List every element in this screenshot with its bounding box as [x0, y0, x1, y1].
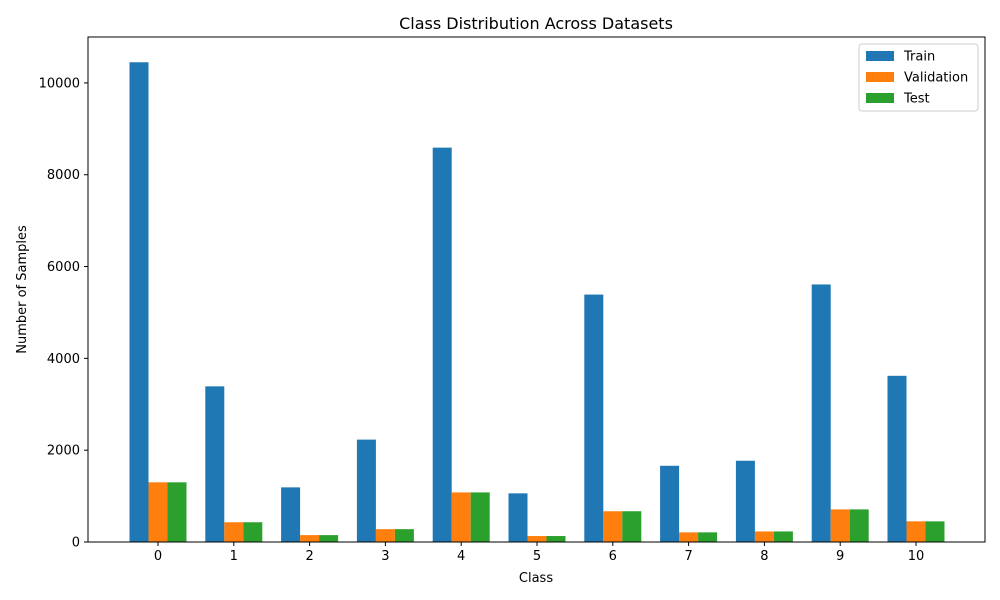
bar-test-class-0 [167, 482, 187, 542]
y-axis-label: Number of Samples [15, 225, 30, 354]
bar-validation-class-0 [148, 482, 168, 542]
legend-swatch-test [866, 93, 894, 103]
bar-validation-class-3 [375, 529, 395, 542]
bar-validation-class-1 [224, 522, 244, 542]
x-axis-ticks: 0 1 2 3 4 5 6 7 8 9 10 [154, 542, 924, 564]
bar-test-class-5 [546, 536, 566, 542]
bar-test-class-10 [925, 521, 945, 542]
bar-train-class-2 [281, 487, 301, 542]
bar-validation-class-8 [754, 531, 774, 542]
bar-test-class-9 [849, 509, 869, 542]
y-tick-label: 10000 [39, 76, 80, 91]
y-tick-label: 6000 [47, 260, 80, 275]
legend: Train Validation Test [858, 43, 979, 112]
y-axis-ticks: 0 2000 4000 6000 8000 10000 [39, 76, 88, 551]
y-tick-label: 4000 [47, 352, 80, 367]
bar-train-class-8 [735, 460, 755, 542]
x-tick-label: 5 [533, 549, 541, 564]
x-axis-label: Class [519, 571, 553, 586]
x-tick-label: 0 [154, 549, 162, 564]
x-tick-label: 2 [305, 549, 313, 564]
bar-train-class-3 [356, 439, 376, 542]
x-tick-label: 10 [908, 549, 925, 564]
bar-test-class-8 [773, 531, 793, 542]
bar-test-class-3 [394, 529, 414, 542]
bar-train-class-10 [887, 375, 907, 542]
chart-title: Class Distribution Across Datasets [399, 14, 673, 33]
x-tick-label: 4 [457, 549, 465, 564]
bar-train-class-5 [508, 493, 528, 542]
x-tick-label: 3 [381, 549, 389, 564]
y-tick-label: 2000 [47, 444, 80, 459]
x-tick-label: 1 [230, 549, 238, 564]
bar-train-class-6 [584, 294, 604, 542]
bars-group [129, 62, 945, 542]
legend-label-train: Train [903, 50, 935, 65]
legend-swatch-train [866, 51, 894, 61]
bar-test-class-4 [470, 492, 490, 542]
bar-train-class-0 [129, 62, 149, 542]
bar-validation-class-6 [603, 511, 623, 542]
bar-validation-class-2 [300, 535, 320, 542]
x-tick-label: 9 [836, 549, 844, 564]
y-tick-label: 8000 [47, 168, 80, 183]
x-tick-label: 6 [609, 549, 617, 564]
legend-label-validation: Validation [904, 71, 968, 86]
bar-train-class-7 [660, 465, 680, 542]
legend-label-test: Test [903, 92, 930, 107]
bar-test-class-1 [243, 522, 263, 542]
bar-validation-class-7 [679, 532, 699, 542]
bar-train-class-4 [432, 147, 452, 542]
bar-train-class-9 [811, 284, 831, 542]
bar-train-class-1 [205, 386, 225, 542]
bar-validation-class-9 [830, 509, 850, 542]
bar-validation-class-4 [451, 492, 471, 542]
legend-swatch-validation [866, 72, 894, 82]
y-tick-label: 0 [72, 536, 80, 551]
bar-test-class-6 [622, 511, 642, 542]
x-tick-label: 8 [760, 549, 768, 564]
bar-test-class-2 [319, 535, 339, 542]
x-tick-label: 7 [684, 549, 692, 564]
bar-validation-class-5 [527, 536, 547, 542]
bar-test-class-7 [698, 532, 718, 542]
bar-validation-class-10 [906, 521, 926, 542]
